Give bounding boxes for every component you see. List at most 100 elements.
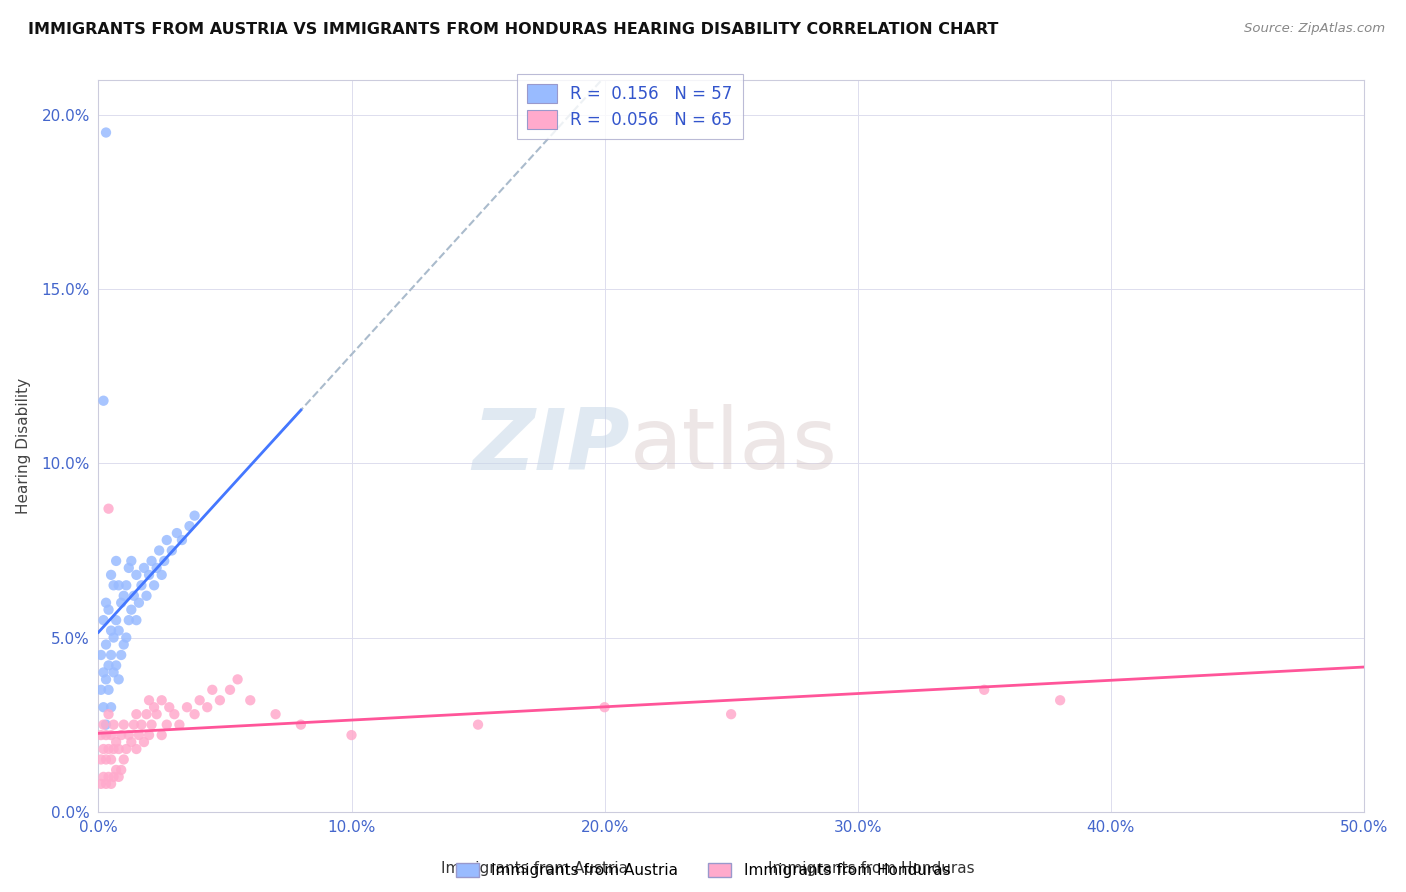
Point	[160, 543, 183, 558]
Text: Source: ZipAtlas.com: Source: ZipAtlas.com	[1244, 22, 1385, 36]
Point	[143, 700, 166, 714]
Point	[100, 728, 122, 742]
Point	[138, 728, 160, 742]
Point	[195, 700, 218, 714]
Point	[141, 717, 163, 731]
Point	[138, 693, 160, 707]
Point	[90, 728, 112, 742]
Point	[103, 742, 125, 756]
Point	[115, 631, 138, 645]
Point	[100, 648, 122, 662]
Y-axis label: Hearing Disability: Hearing Disability	[15, 378, 31, 514]
Point	[105, 554, 128, 568]
Point	[118, 728, 141, 742]
Text: Immigrants from Honduras: Immigrants from Honduras	[769, 861, 974, 876]
Point	[125, 707, 148, 722]
Point	[105, 613, 128, 627]
Point	[128, 596, 150, 610]
Point	[141, 554, 163, 568]
Point	[720, 707, 742, 722]
Point	[100, 777, 122, 791]
Point	[118, 613, 141, 627]
Point	[94, 752, 117, 766]
Point	[169, 717, 191, 731]
Point	[97, 501, 120, 516]
Point	[150, 693, 173, 707]
Point	[201, 682, 224, 697]
Point	[290, 717, 312, 731]
Point	[166, 526, 188, 541]
Point	[100, 700, 122, 714]
Point	[105, 763, 128, 777]
Point	[153, 554, 176, 568]
Point	[115, 742, 138, 756]
Point	[93, 393, 115, 408]
Point	[93, 717, 115, 731]
Point	[188, 693, 211, 707]
Point	[110, 596, 132, 610]
Point	[145, 561, 167, 575]
Point	[90, 777, 112, 791]
Point	[264, 707, 287, 722]
Point	[97, 682, 120, 697]
Point	[135, 707, 157, 722]
Point	[94, 728, 117, 742]
Point	[107, 578, 129, 592]
Point	[593, 700, 616, 714]
Point	[145, 707, 167, 722]
Point	[93, 700, 115, 714]
Point	[163, 707, 186, 722]
Point	[122, 717, 145, 731]
Point	[239, 693, 262, 707]
Point	[143, 578, 166, 592]
Point	[112, 717, 135, 731]
Point	[107, 742, 129, 756]
Point	[148, 543, 170, 558]
Point	[97, 707, 120, 722]
Point	[97, 770, 120, 784]
Point	[219, 682, 242, 697]
Point	[94, 126, 117, 140]
Point	[131, 578, 153, 592]
Point	[94, 596, 117, 610]
Point	[107, 673, 129, 687]
Point	[157, 700, 180, 714]
Point	[132, 561, 155, 575]
Point	[179, 519, 201, 533]
Point	[94, 673, 117, 687]
Point	[128, 728, 150, 742]
Legend: Immigrants from Austria, Immigrants from Honduras: Immigrants from Austria, Immigrants from…	[450, 857, 956, 884]
Point	[467, 717, 489, 731]
Point	[120, 603, 142, 617]
Point	[103, 717, 125, 731]
Point	[125, 613, 148, 627]
Point	[183, 707, 205, 722]
Point	[122, 589, 145, 603]
Point	[105, 658, 128, 673]
Point	[90, 682, 112, 697]
Point	[150, 728, 173, 742]
Point	[135, 589, 157, 603]
Point	[100, 567, 122, 582]
Point	[120, 554, 142, 568]
Point	[150, 567, 173, 582]
Text: ZIP: ZIP	[472, 404, 630, 488]
Point	[340, 728, 363, 742]
Point	[94, 777, 117, 791]
Point	[97, 603, 120, 617]
Point	[118, 561, 141, 575]
Point	[97, 742, 120, 756]
Point	[90, 648, 112, 662]
Point	[107, 624, 129, 638]
Point	[103, 578, 125, 592]
Legend: R =  0.156   N = 57, R =  0.056   N = 65: R = 0.156 N = 57, R = 0.056 N = 65	[517, 74, 742, 139]
Text: IMMIGRANTS FROM AUSTRIA VS IMMIGRANTS FROM HONDURAS HEARING DISABILITY CORRELATI: IMMIGRANTS FROM AUSTRIA VS IMMIGRANTS FR…	[28, 22, 998, 37]
Point	[110, 728, 132, 742]
Point	[112, 589, 135, 603]
Point	[138, 567, 160, 582]
Point	[90, 752, 112, 766]
Point	[94, 638, 117, 652]
Point	[170, 533, 193, 547]
Point	[176, 700, 198, 714]
Point	[93, 665, 115, 680]
